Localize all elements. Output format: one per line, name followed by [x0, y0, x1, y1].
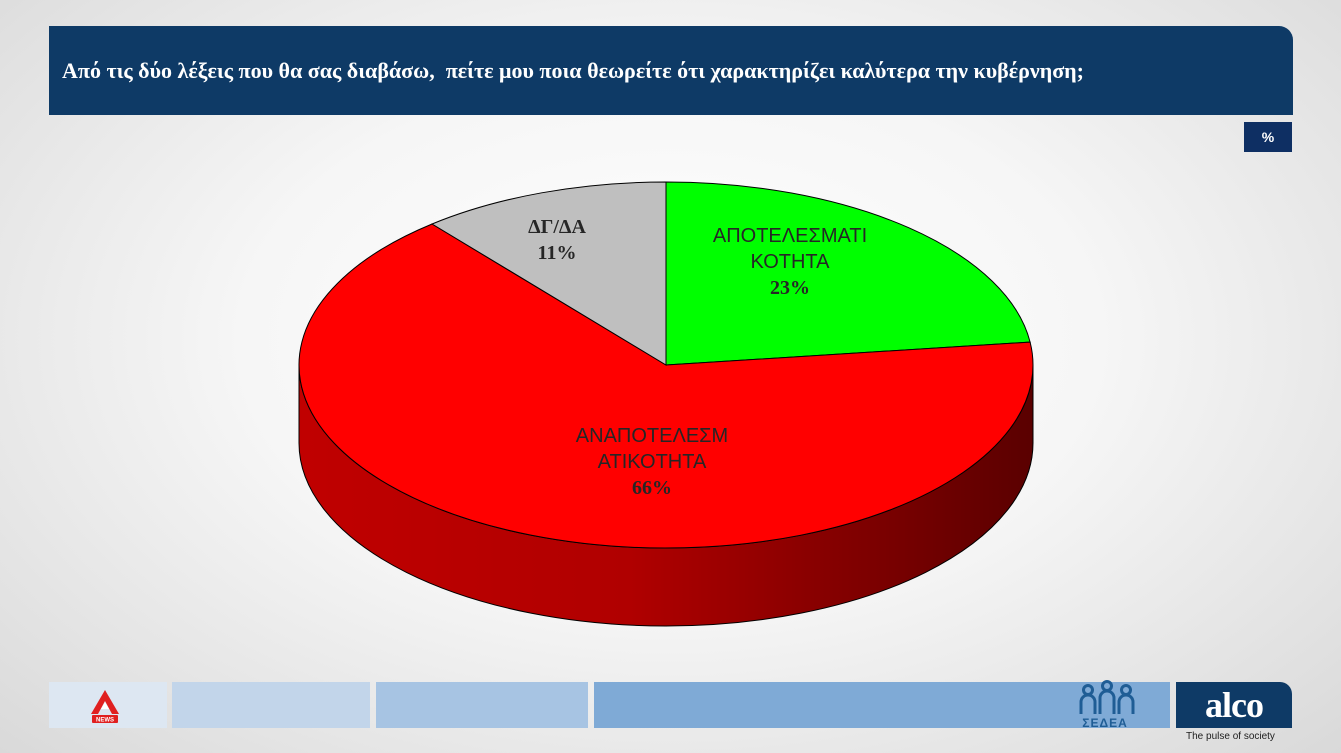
sedea-logo-text: ΣΕΔΕΑ	[1082, 716, 1128, 730]
footer-band-2	[172, 682, 370, 728]
footer-band-4	[594, 682, 1170, 728]
pie-slice-1	[665, 181, 1031, 366]
slice-category-label-2: ΑΝΑΠΟΤΕΛΕΣΜ	[576, 425, 728, 447]
pie-top-face	[298, 181, 1034, 549]
pie-slice-2	[298, 223, 1034, 549]
svg-text:NEWS: NEWS	[96, 718, 114, 724]
alco-tagline: The pulse of society	[1186, 731, 1275, 742]
unit-badge: %	[1244, 122, 1292, 152]
pie-slice-3	[430, 181, 667, 366]
slice-category-label-1: ΑΠΟΤΕΛΕΣΜΑΤΙ	[713, 225, 867, 247]
slice-value-label-2: 66%	[632, 477, 672, 499]
slice-category-label-3: ΔΓ/ΔΑ	[528, 216, 586, 238]
slice-value-label-3: 11%	[538, 242, 577, 264]
title-bar: Από τις δύο λέξεις που θα σας διαβάσω, π…	[49, 26, 1293, 115]
footer-band-3	[376, 682, 588, 728]
pie-labels: ΑΠΟΤΕΛΕΣΜΑΤΙ ΚΟΤΗΤΑ 23% ΑΝΑΠΟΤΕΛΕΣΜ ΑΤΙΚΟΤΗΤ…	[528, 216, 867, 499]
pie-chart: ΑΠΟΤΕΛΕΣΜΑΤΙ ΚΟΤΗΤΑ 23% ΑΝΑΠΟΤΕΛΕΣΜ ΑΤΙΚΟΤΗΤ…	[298, 181, 1034, 627]
sedea-logo	[1079, 680, 1135, 714]
alpha-news-logo: NEWS	[91, 690, 119, 724]
chart-question-title: Από τις δύο λέξεις που θα σας διαβάσω, π…	[62, 57, 1084, 83]
slice-value-label-1: 23%	[770, 277, 810, 299]
slice-category-label-1: ΚΟΤΗΤΑ	[750, 251, 830, 273]
alco-logo: alco	[1176, 682, 1292, 728]
slice-category-label-2: ΑΤΙΚΟΤΗΤΑ	[598, 451, 707, 473]
